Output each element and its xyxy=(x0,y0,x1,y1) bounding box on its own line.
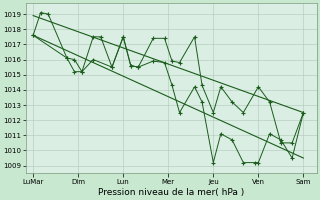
X-axis label: Pression niveau de la mer( hPa ): Pression niveau de la mer( hPa ) xyxy=(98,188,244,197)
